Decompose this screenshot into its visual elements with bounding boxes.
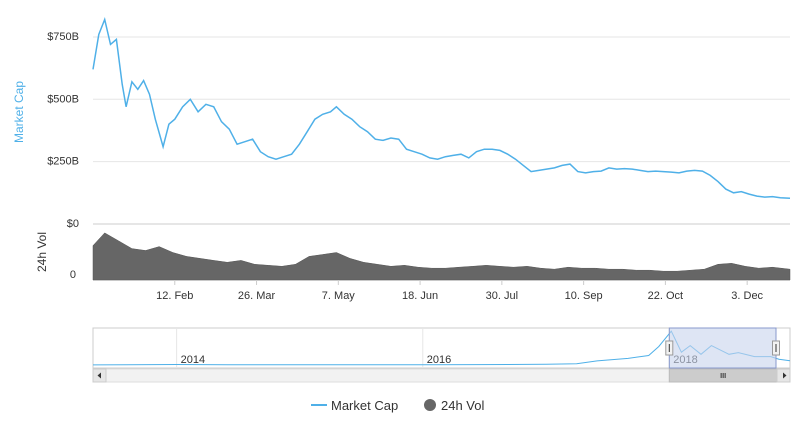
legend-label-volume: 24h Vol: [441, 398, 484, 413]
volume-axis-title: 24h Vol: [35, 232, 49, 272]
y-tick-label: $500B: [47, 93, 79, 105]
legend-item-market-cap[interactable]: Market Cap: [311, 398, 398, 413]
x-tick-label: 10. Sep: [565, 290, 603, 302]
legend-circle-icon: [424, 399, 436, 411]
main-gridlines: [93, 36, 790, 163]
scroll-left-arrow-icon: [97, 372, 101, 379]
volume-axis-tick-0: 0: [70, 269, 76, 281]
y-tick-label: $250B: [47, 156, 79, 168]
y-tick-label: $0: [67, 218, 79, 230]
scrollbar-grip-icon: [720, 373, 726, 378]
x-tick-label: 3. Dec: [731, 290, 763, 302]
legend-label-market-cap: Market Cap: [331, 398, 398, 413]
volume-series-area: [92, 232, 791, 281]
navigator-label: 2016: [427, 354, 451, 366]
x-tick-label: 7. May: [322, 290, 356, 302]
navigator-right-handle[interactable]: [772, 340, 780, 356]
scroll-right-arrow-icon: [783, 372, 787, 379]
navigator-label: 2014: [181, 354, 205, 366]
navigator[interactable]: 201420162018: [92, 327, 791, 369]
chart-legend: Market Cap 24h Vol: [311, 398, 484, 413]
navigator-left-handle[interactable]: [665, 340, 674, 356]
navigator-selection-mask[interactable]: [668, 327, 777, 369]
y-axis-ticks: $0 $250B $500B $750B: [47, 31, 79, 230]
x-tick-label: 30. Jul: [486, 290, 518, 302]
market-cap-series-line: [92, 16, 791, 200]
x-tick-label: 18. Jun: [402, 290, 438, 302]
x-tick-label: 22. Oct: [648, 290, 683, 302]
x-axis-ticks: 12. Feb 26. Mar 7. May 18. Jun 30. Jul 10. Se…: [156, 280, 764, 302]
x-tick-label: 26. Mar: [238, 290, 276, 302]
y-tick-label: $750B: [47, 31, 79, 43]
x-tick-label: 12. Feb: [156, 290, 193, 302]
legend-item-volume[interactable]: 24h Vol: [424, 398, 484, 413]
navigator-scrollbar[interactable]: [92, 368, 791, 383]
y-axis-title: Market Cap: [12, 81, 26, 143]
